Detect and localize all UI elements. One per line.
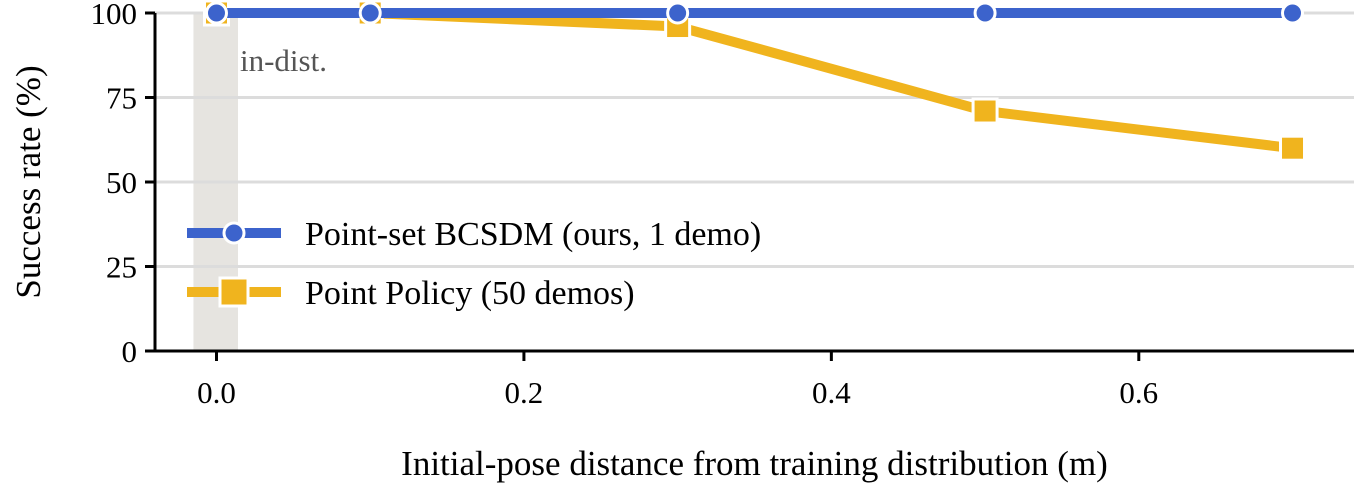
legend-label: Point Policy (50 demos) xyxy=(305,275,635,312)
marker-point xyxy=(973,1,997,25)
legend-item: Point-set BCSDM (ours, 1 demo) xyxy=(187,216,761,253)
x-tick-label: 0.0 xyxy=(197,375,236,410)
y-tick-label: 50 xyxy=(106,165,137,200)
marker-point xyxy=(1279,134,1307,162)
plot-area: in-dist. xyxy=(155,0,1354,351)
y-axis-title: Success rate (%) xyxy=(9,65,48,298)
marker-point xyxy=(204,1,228,25)
marker-point xyxy=(358,1,382,25)
series-circle xyxy=(204,1,1305,25)
y-tick-label: 100 xyxy=(91,0,138,31)
legend: Point-set BCSDM (ours, 1 demo) Point Poli… xyxy=(187,216,761,312)
y-axis: 0 25 50 75 100 xyxy=(91,0,157,369)
y-ticks: 0 25 50 75 100 xyxy=(91,0,155,369)
in-dist-label: in-dist. xyxy=(240,43,327,78)
x-ticks: 0.0 0.2 0.4 0.6 xyxy=(197,351,1158,410)
x-tick-label: 0.2 xyxy=(505,375,544,410)
marker-point xyxy=(1281,1,1305,25)
marker-point xyxy=(971,97,999,125)
marker-point xyxy=(218,276,250,308)
x-tick-label: 0.4 xyxy=(812,375,851,410)
x-axis: 0.0 0.2 0.4 0.6 xyxy=(155,349,1354,410)
y-tick-label: 75 xyxy=(106,81,137,116)
legend-label: Point-set BCSDM (ours, 1 demo) xyxy=(305,216,761,253)
x-axis-title: Initial-pose distance from training dist… xyxy=(401,444,1108,483)
series-square xyxy=(202,0,1307,162)
legend-item: Point Policy (50 demos) xyxy=(187,275,635,312)
marker-point xyxy=(666,1,690,25)
series-layer xyxy=(202,0,1307,162)
y-tick-label: 25 xyxy=(106,250,137,285)
marker-point xyxy=(222,221,246,245)
series-line xyxy=(216,8,1294,154)
x-tick-label: 0.6 xyxy=(1119,375,1158,410)
y-tick-label: 0 xyxy=(122,334,138,369)
